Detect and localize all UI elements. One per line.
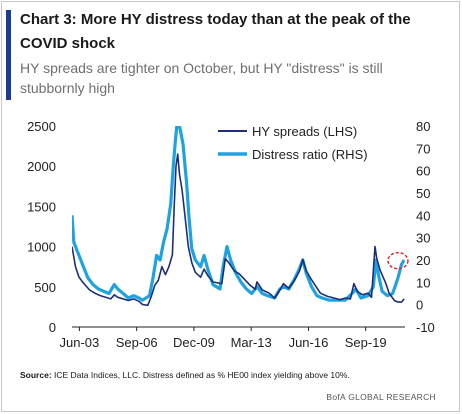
y-right-tick-label: 50: [416, 186, 430, 201]
distress-ratio-line: [72, 126, 405, 302]
y-right-tick-label: 40: [416, 208, 430, 223]
source-note: Source: ICE Data Indices, LLC. Distress …: [20, 370, 350, 380]
x-tick-label: Jun-16: [289, 335, 329, 350]
legend-label-hy-spreads: HY spreads (LHS): [252, 124, 357, 139]
y-left-tick-label: 500: [34, 280, 56, 295]
source-label: Source:: [20, 370, 52, 380]
y-left-tick-label: 1000: [27, 240, 56, 255]
brand-label: BofA GLOBAL RESEARCH: [326, 392, 436, 402]
x-tick-label: Mar-13: [231, 335, 272, 350]
x-tick-label: Jun-03: [60, 335, 100, 350]
y-left-tick-label: 1500: [27, 199, 56, 214]
legend-label-distress-ratio: Distress ratio (RHS): [252, 147, 368, 162]
title-accent-bar: [6, 10, 11, 100]
highlight-circle: [387, 252, 409, 270]
y-left-tick-label: 2500: [27, 119, 56, 134]
y-right-tick-label: 30: [416, 231, 430, 246]
y-right-tick-label: -10: [416, 320, 435, 335]
hy-spreads-line: [72, 153, 405, 307]
x-tick-label: Sep-06: [116, 335, 158, 350]
source-text: ICE Data Indices, LLC. Distress defined …: [51, 370, 350, 380]
chart-subtitle: HY spreads are tighter on October, but H…: [20, 60, 383, 96]
y-right-tick-label: 10: [416, 275, 430, 290]
y-right-tick-label: 0: [416, 298, 423, 313]
y-left-tick-label: 2000: [27, 159, 56, 174]
x-tick-label: Sep-19: [345, 335, 387, 350]
y-right-tick-label: 60: [416, 164, 430, 179]
y-right-tick-label: 80: [416, 119, 430, 134]
y-left-tick-label: 0: [49, 320, 56, 335]
chart-title: Chart 3: More HY distress today than at …: [20, 11, 411, 52]
x-tick-label: Dec-09: [173, 335, 215, 350]
y-right-tick-label: 20: [416, 253, 430, 268]
y-right-tick-label: 70: [416, 141, 430, 156]
